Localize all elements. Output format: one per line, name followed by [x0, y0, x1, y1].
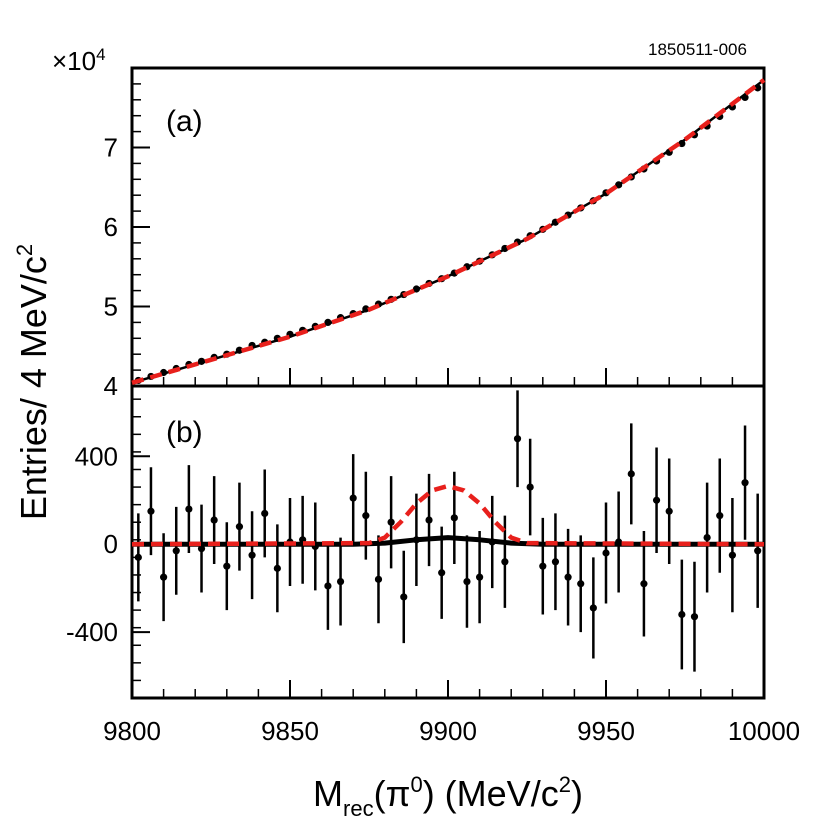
x-tick-label: 9850	[261, 716, 319, 746]
panel-b-data-point	[450, 514, 458, 522]
panel-b-data-point	[678, 610, 686, 619]
panel-b-data-point	[640, 580, 648, 588]
panel-b-data-point	[324, 582, 332, 590]
panel-b-data-point	[185, 505, 193, 513]
panel-a-frame	[130, 66, 766, 388]
panel-b-data-point	[589, 604, 597, 612]
panel-b-data-point	[728, 551, 737, 559]
panel-b-label: (b)	[166, 416, 203, 449]
panel-b-data-point	[248, 551, 256, 559]
panel-b-y-tick-label: 0	[104, 529, 118, 559]
panel-b-data-point	[197, 544, 206, 553]
panel-b-data-point	[652, 496, 661, 504]
figure-id: 1850511-006	[648, 40, 747, 59]
x-axis-title: Mrec(π0) (MeV/c2)	[313, 772, 583, 821]
panel-b-data-point	[273, 564, 281, 572]
panel-b-data-point	[577, 580, 585, 588]
panel-b-data-point	[526, 483, 534, 491]
panel-a-y-tick-label: 5	[104, 292, 118, 322]
panel-b-data-point	[703, 534, 711, 542]
y-multiplier: ×104	[52, 45, 106, 76]
panel-a-y-tick-label: 7	[104, 133, 118, 163]
panel-b-data-point	[665, 507, 673, 515]
panel-b-data-point	[374, 575, 383, 583]
panel-b-data-point	[235, 523, 244, 531]
panel-a-label: (a)	[166, 105, 203, 138]
panel-b-dashed-fit-line	[131, 483, 765, 547]
panel-b-data-point	[564, 573, 572, 581]
x-tick-labels: 9800 9850 9900 9950 10000	[103, 716, 800, 746]
x-tick-label: 9900	[419, 716, 477, 746]
panel-a-series	[131, 78, 766, 385]
panel-b-data-point	[349, 494, 357, 502]
panel-b-data-point	[754, 547, 762, 555]
panel-b-data-point	[362, 512, 370, 520]
x-tick-label: 9950	[577, 716, 635, 746]
panel-b-data-point	[476, 573, 484, 581]
x-tick-label: 9800	[103, 716, 161, 746]
panel-a-dashed-fit-line	[131, 78, 766, 385]
panel-b-data-point	[438, 569, 446, 577]
panel-b-data-point	[513, 435, 522, 443]
panel-b-data-point	[627, 470, 635, 478]
panel-a-solid-fit-line	[131, 78, 765, 385]
panel-b-data-point	[602, 549, 610, 557]
y-axis-title: Entries/ 4 MeV/c2	[12, 244, 54, 520]
panel-a-y-tick-label: 4	[104, 371, 118, 401]
panel-b-data-point	[223, 562, 231, 570]
panel-a-ticks: 4 5 6 7	[104, 83, 765, 401]
panel-b-data-point	[261, 509, 269, 518]
panel-b-data-point	[210, 516, 218, 524]
panel-b-data-point	[741, 479, 749, 487]
panel-b-data-point	[463, 577, 471, 586]
panel-b-data-point	[501, 558, 509, 566]
panel-b-data-point	[147, 507, 155, 515]
panel-b-data-point	[134, 553, 142, 561]
panel-b-data-point	[425, 516, 433, 524]
panel-b-data-point	[336, 577, 345, 586]
panel-b-data-point	[160, 573, 168, 581]
panel-b-data-point	[690, 613, 699, 621]
panel-b-y-tick-label: -400	[66, 617, 118, 647]
panel-b-data-point	[716, 512, 724, 520]
x-tick-label: 10000	[728, 716, 800, 746]
panel-b-series	[131, 390, 765, 672]
panel-b-y-tick-label: 400	[75, 441, 118, 471]
panel-b-data-point	[387, 518, 395, 526]
panel-a-y-tick-label: 6	[104, 212, 118, 242]
panel-b-data-point	[400, 593, 408, 601]
panel-b-data-point	[551, 558, 560, 566]
panel-b-data-point	[539, 562, 547, 570]
panel-b-data-point	[172, 547, 180, 555]
